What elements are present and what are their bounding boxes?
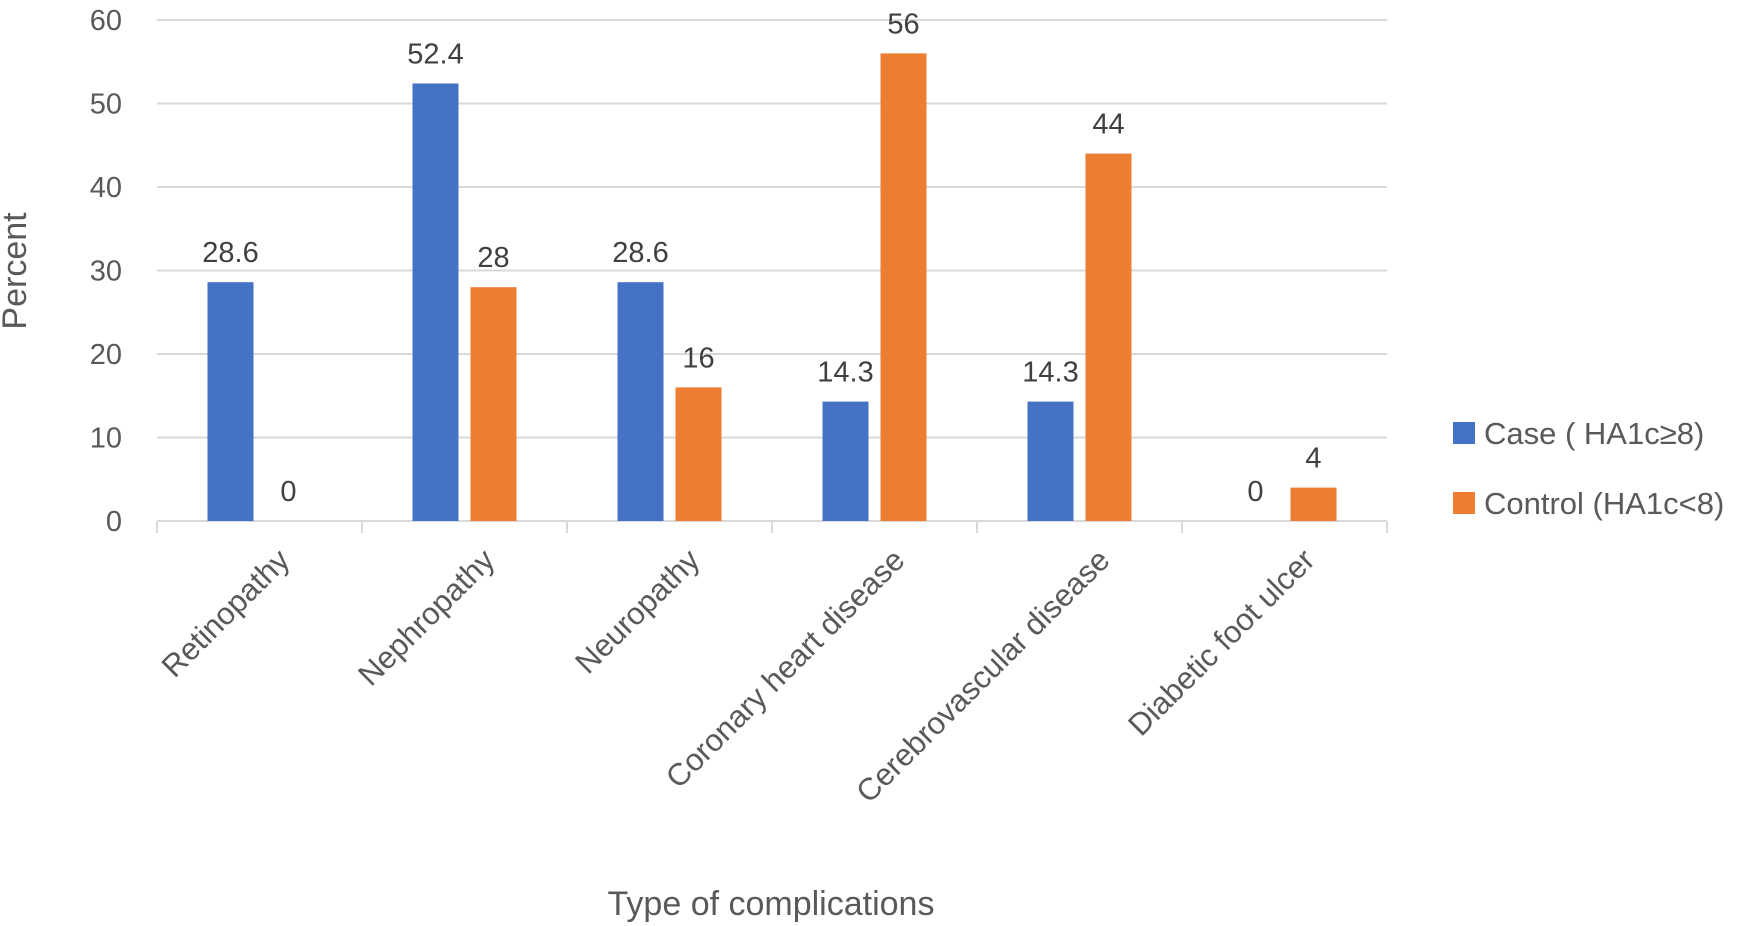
data-label: 4 (1305, 443, 1321, 475)
y-tick-label: 10 (90, 423, 122, 455)
legend-swatch (1453, 422, 1475, 444)
bar-case (617, 282, 664, 521)
bar-control (675, 387, 722, 521)
data-label: 14.3 (817, 357, 873, 389)
bar-control (1085, 153, 1132, 521)
y-axis-title: Percent (0, 212, 34, 330)
gridlines (157, 19, 1387, 522)
data-label: 0 (1247, 476, 1263, 508)
y-tick-label: 40 (90, 172, 122, 204)
data-label: 44 (1092, 109, 1124, 141)
category-label: Nephropathy (351, 542, 502, 693)
bar-control (1290, 487, 1337, 521)
data-label: 28.6 (612, 237, 668, 269)
data-label: 28.6 (202, 237, 258, 269)
x-axis-title: Type of complications (608, 885, 935, 923)
data-label: 52.4 (407, 38, 463, 70)
bars (207, 53, 1337, 522)
bar-case (822, 401, 869, 521)
legend-swatch (1453, 492, 1475, 514)
data-label: 0 (280, 476, 296, 508)
y-tick-label: 0 (106, 506, 122, 538)
category-label: Coronary heart disease (659, 542, 912, 795)
y-tick-label: 30 (90, 256, 122, 288)
bar-case (1027, 401, 1074, 521)
y-tick-label: 20 (90, 339, 122, 371)
bar-case (207, 282, 254, 521)
bar-control (880, 53, 927, 522)
data-label: 28 (477, 242, 509, 274)
bar-control (470, 287, 517, 521)
category-labels: Retinopathy Nephropathy NeuropathyCoronary… (155, 542, 1322, 810)
legend: Case ( HA1c≥8) Control (HA1c<8) (1453, 416, 1724, 521)
category-label: Neuropathy (568, 542, 706, 680)
y-tick-label: 60 (90, 5, 122, 37)
category-label: Diabetic foot ulcer (1121, 542, 1321, 742)
data-label: 56 (887, 8, 919, 40)
legend-label: Control (HA1c<8) (1484, 486, 1724, 521)
y-axis-ticks: 0 10 20 30 40 50 60 (90, 5, 122, 538)
category-label: Retinopathy (155, 542, 297, 684)
legend-label: Case ( HA1c≥8) (1484, 416, 1704, 451)
bar-case (412, 83, 459, 522)
data-label: 14.3 (1022, 357, 1078, 389)
x-axis (156, 520, 1388, 533)
y-tick-label: 50 (90, 89, 122, 121)
data-label: 16 (682, 342, 714, 374)
